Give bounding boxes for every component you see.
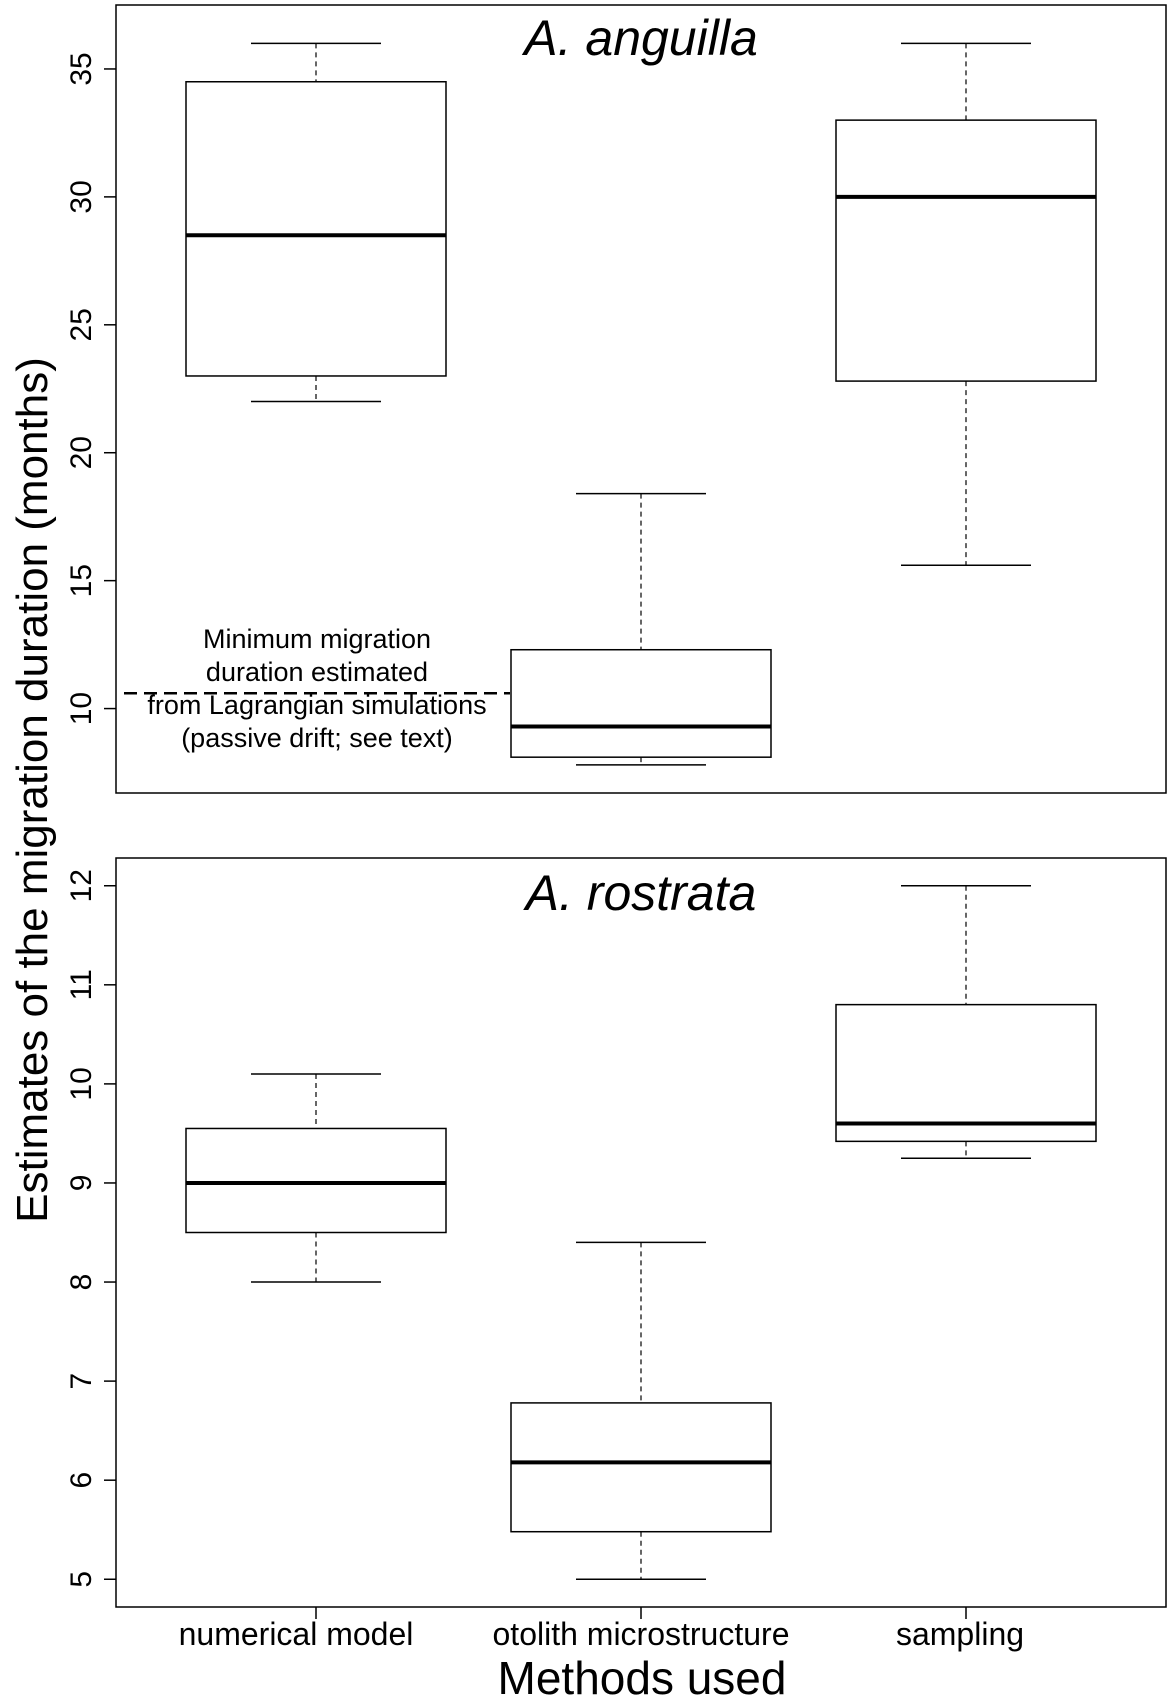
iqr-box [835,1003,1097,1143]
y-tick-label: 12 [65,869,98,902]
y-tick-label: 5 [65,1571,98,1588]
panel-rostrata: A. rostrata 5 6 7 8 9 10 11 12 [65,857,1167,1608]
box-otolith-microstructure [510,1241,772,1581]
x-axis-ticks: numerical model otolith microstructure sam… [179,1607,1024,1652]
box-sampling [835,42,1097,567]
annotation-line: Minimum migration [203,624,431,654]
iqr-box [185,1127,447,1234]
y-tick-label: 10 [65,1067,98,1100]
annotation-line: (passive drift; see text) [181,723,453,753]
y-tick-label: 9 [65,1175,98,1192]
y-tick-label: 20 [65,436,98,469]
y-tick-label: 8 [65,1274,98,1291]
iqr-box [185,81,447,377]
x-tick-label: sampling [896,1616,1024,1652]
box-numerical-model [185,42,447,403]
y-axis-label: Estimates of the migration duration (mon… [8,357,57,1223]
iqr-box [835,119,1097,382]
plot-frame [115,4,1167,794]
x-tick-label: numerical model [179,1616,414,1652]
x-axis-label: Methods used [498,1652,787,1702]
panel-title: A. rostrata [523,865,757,921]
panel-anguilla: A. anguilla 10 15 20 25 30 35 Minimum migration… [65,4,1167,794]
y-tick-label: 11 [65,969,98,1000]
y-tick-label: 35 [65,52,98,85]
y-tick-label: 25 [65,308,98,341]
y-tick-label: 7 [65,1373,98,1390]
y-tick-label: 30 [65,180,98,213]
x-tick-label: otolith microstructure [493,1616,790,1652]
annotation-line: from Lagrangian simulations [147,690,486,720]
y-tick-label: 15 [65,564,98,597]
box-numerical-model [185,1073,447,1283]
annotation-line: duration estimated [206,657,428,687]
box-otolith-microstructure [510,492,772,766]
iqr-box [510,648,772,758]
panel-title: A. anguilla [521,10,758,66]
iqr-box [510,1402,772,1533]
box-sampling [835,884,1097,1159]
y-tick-label: 6 [65,1472,98,1489]
y-tick-label: 10 [65,692,98,725]
